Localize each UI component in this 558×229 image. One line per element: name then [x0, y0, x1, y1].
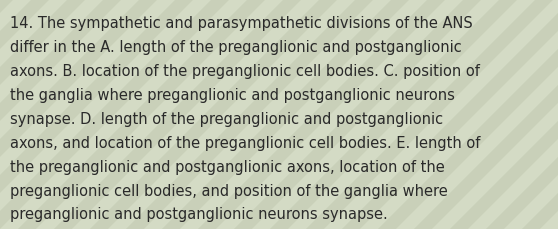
Text: axons, and location of the preganglionic cell bodies. E. length of: axons, and location of the preganglionic… [10, 135, 480, 150]
Polygon shape [414, 0, 558, 229]
Polygon shape [0, 0, 212, 229]
Polygon shape [540, 0, 558, 229]
Polygon shape [0, 0, 68, 229]
Polygon shape [234, 0, 482, 229]
Polygon shape [0, 0, 194, 229]
Polygon shape [270, 0, 518, 229]
Polygon shape [504, 0, 558, 229]
Polygon shape [522, 0, 558, 229]
Polygon shape [0, 0, 104, 229]
Polygon shape [450, 0, 558, 229]
Polygon shape [0, 0, 122, 229]
Polygon shape [72, 0, 320, 229]
Polygon shape [198, 0, 446, 229]
Polygon shape [306, 0, 554, 229]
Polygon shape [18, 0, 266, 229]
Text: 14. The sympathetic and parasympathetic divisions of the ANS: 14. The sympathetic and parasympathetic … [10, 16, 473, 31]
Text: synapse. D. length of the preganglionic and postganglionic: synapse. D. length of the preganglionic … [10, 111, 443, 126]
Polygon shape [0, 0, 158, 229]
Polygon shape [126, 0, 374, 229]
Polygon shape [252, 0, 500, 229]
Text: the ganglia where preganglionic and postganglionic neurons: the ganglia where preganglionic and post… [10, 87, 455, 102]
Polygon shape [108, 0, 356, 229]
Polygon shape [0, 0, 248, 229]
Text: differ in the A. length of the preganglionic and postganglionic: differ in the A. length of the pregangli… [10, 40, 462, 55]
Polygon shape [180, 0, 428, 229]
Text: preganglionic and postganglionic neurons synapse.: preganglionic and postganglionic neurons… [10, 207, 388, 221]
Polygon shape [360, 0, 558, 229]
Polygon shape [0, 0, 86, 229]
Polygon shape [0, 0, 230, 229]
Polygon shape [324, 0, 558, 229]
Polygon shape [144, 0, 392, 229]
Polygon shape [378, 0, 558, 229]
Polygon shape [54, 0, 302, 229]
Polygon shape [342, 0, 558, 229]
Polygon shape [162, 0, 410, 229]
Polygon shape [36, 0, 284, 229]
Polygon shape [468, 0, 558, 229]
Text: the preganglionic and postganglionic axons, location of the: the preganglionic and postganglionic axo… [10, 159, 445, 174]
Polygon shape [0, 0, 50, 229]
Polygon shape [0, 0, 176, 229]
Polygon shape [396, 0, 558, 229]
Polygon shape [0, 0, 140, 229]
Text: preganglionic cell bodies, and position of the ganglia where: preganglionic cell bodies, and position … [10, 183, 448, 198]
Polygon shape [90, 0, 338, 229]
Polygon shape [486, 0, 558, 229]
Polygon shape [432, 0, 558, 229]
Text: axons. B. location of the preganglionic cell bodies. C. position of: axons. B. location of the preganglionic … [10, 64, 480, 79]
Polygon shape [216, 0, 464, 229]
Polygon shape [288, 0, 536, 229]
Polygon shape [0, 0, 32, 229]
Polygon shape [0, 0, 14, 229]
